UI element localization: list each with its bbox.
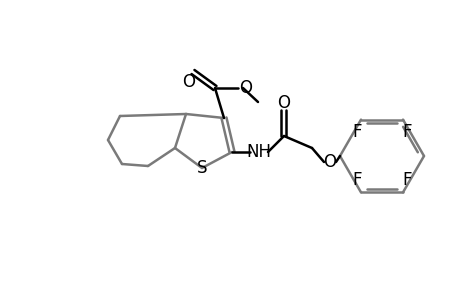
Text: F: F (352, 171, 361, 189)
Text: F: F (352, 123, 361, 141)
Text: S: S (196, 159, 207, 177)
Text: O: O (182, 73, 195, 91)
Text: O: O (277, 94, 290, 112)
Text: O: O (323, 153, 336, 171)
Text: F: F (401, 171, 411, 189)
Text: O: O (239, 79, 252, 97)
Text: F: F (401, 123, 411, 141)
Text: NH: NH (246, 143, 271, 161)
